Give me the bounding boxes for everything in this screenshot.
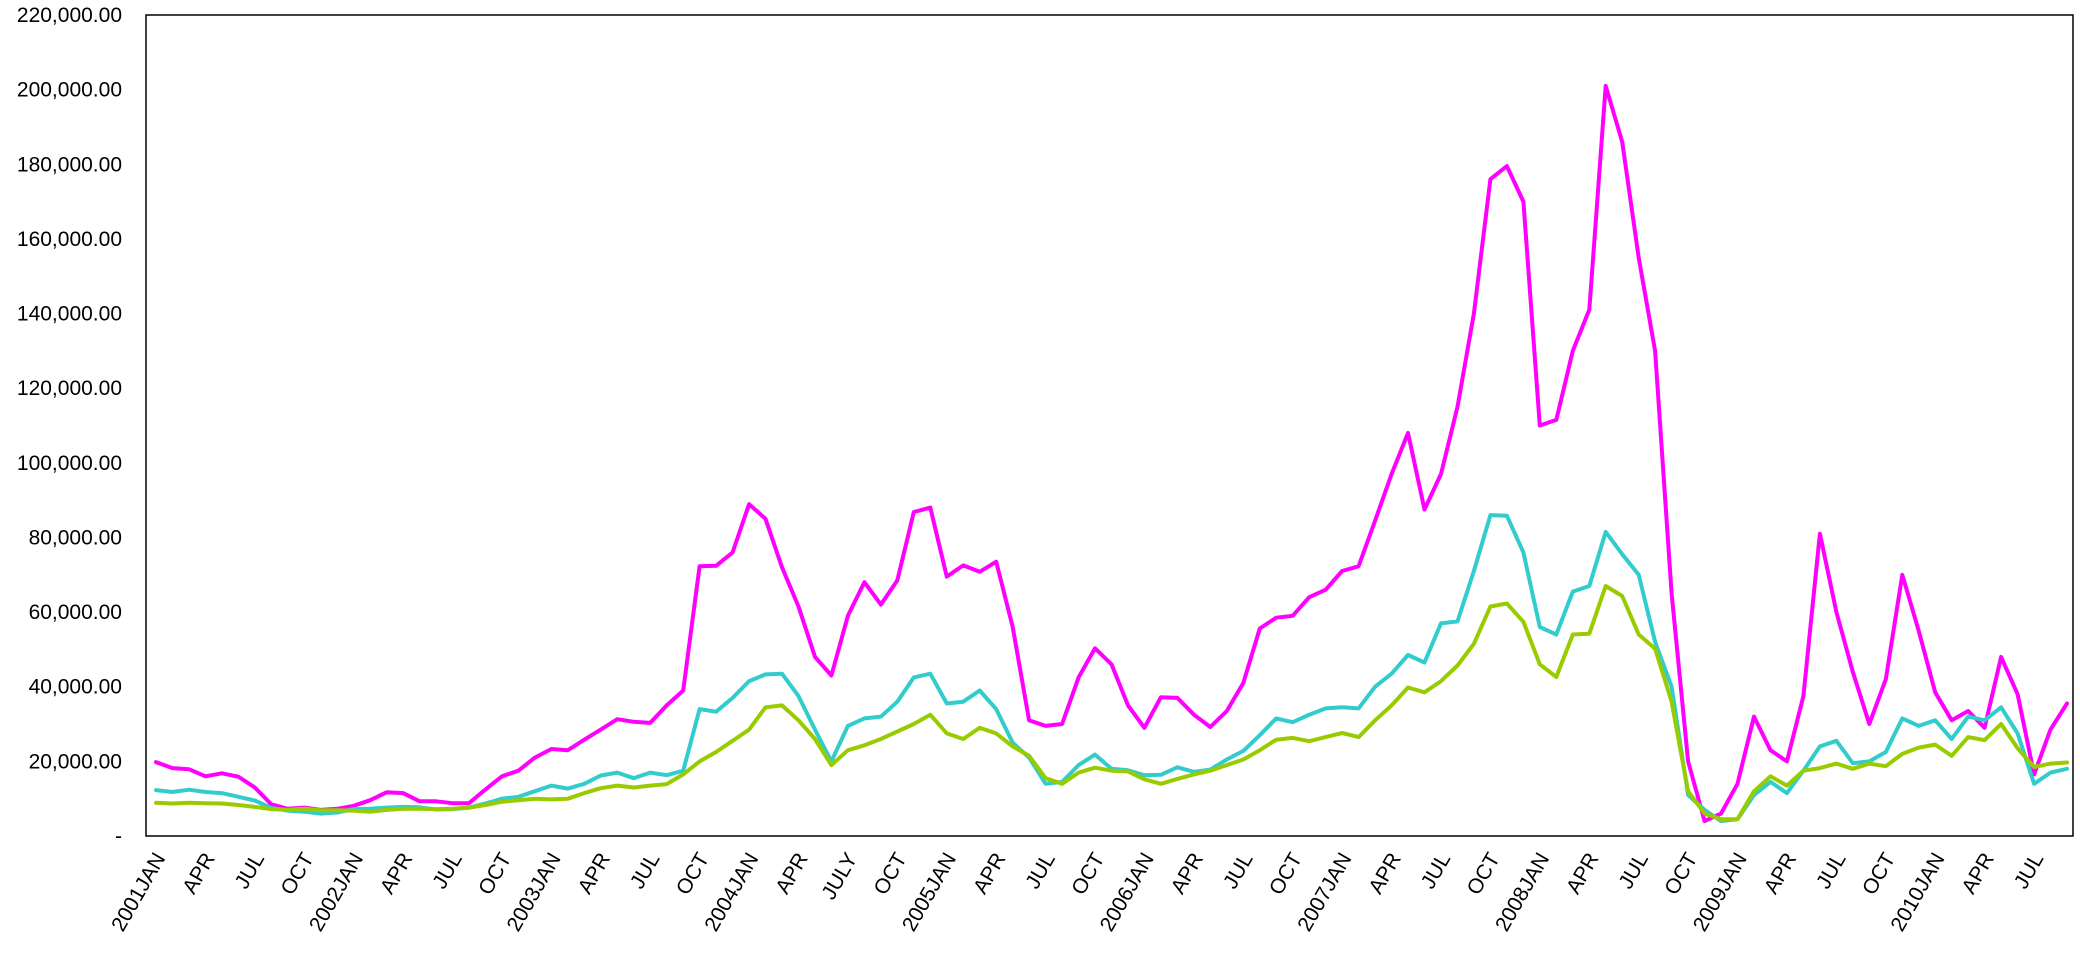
x-tick-label: OCT — [1463, 849, 1505, 899]
y-tick-label: 100,000.00 — [17, 452, 122, 475]
x-tick-label: JUL — [1417, 849, 1456, 893]
y-tick-label: 20,000.00 — [29, 750, 122, 773]
y-tick-label: 200,000.00 — [17, 79, 122, 102]
series-line-1 — [154, 83, 2069, 824]
x-tick-label: APR — [574, 849, 616, 898]
x-tick-label: APR — [1364, 849, 1406, 898]
x-tick-label: APR — [178, 849, 220, 898]
series-line-3 — [154, 584, 2069, 822]
series-lines — [154, 83, 2069, 824]
x-tick-label: OCT — [277, 849, 319, 899]
x-tick-label: OCT — [1660, 849, 1702, 899]
y-axis: - 20,000.00 40,000.00 60,000.00 80,000.00 100… — [17, 4, 122, 848]
x-tick-label: APR — [1562, 849, 1604, 898]
x-tick-label: JUL — [626, 849, 665, 893]
y-tick-label: 220,000.00 — [17, 4, 122, 27]
y-tick-label: 40,000.00 — [29, 676, 122, 699]
x-tick-label: JUL — [428, 849, 467, 893]
x-tick-label: JUL — [1614, 849, 1653, 893]
x-tick-label: APR — [1957, 849, 1999, 898]
x-tick-label: JUL — [2010, 849, 2049, 893]
y-tick-label: 60,000.00 — [29, 601, 122, 624]
x-tick-label: APR — [969, 849, 1011, 898]
x-tick-label: OCT — [1265, 849, 1307, 899]
x-tick-label: JULY — [817, 849, 862, 904]
y-tick-label: 120,000.00 — [17, 377, 122, 400]
x-tick-label: OCT — [1858, 849, 1900, 899]
x-tick-label: 2001JAN — [107, 849, 170, 935]
x-tick-label: APR — [376, 849, 418, 898]
x-tick-label: JUL — [1021, 849, 1060, 893]
x-tick-label: JUL — [231, 849, 270, 893]
plot-area — [145, 14, 2074, 837]
x-tick-label: JUL — [1219, 849, 1258, 893]
x-tick-label: JUL — [1812, 849, 1851, 893]
x-tick-label: APR — [1167, 849, 1209, 898]
y-tick-label: 140,000.00 — [17, 303, 122, 326]
x-tick-label: APR — [1760, 849, 1802, 898]
y-tick-label: 80,000.00 — [29, 526, 122, 549]
y-tick-label: 180,000.00 — [17, 153, 122, 176]
y-tick-label: 160,000.00 — [17, 228, 122, 251]
x-tick-label: OCT — [474, 849, 516, 899]
x-tick-label: APR — [771, 849, 813, 898]
y-tick-label: - — [115, 825, 122, 848]
x-tick-label: OCT — [870, 849, 912, 899]
x-tick-label: OCT — [672, 849, 714, 899]
x-tick-label: OCT — [1067, 849, 1109, 899]
